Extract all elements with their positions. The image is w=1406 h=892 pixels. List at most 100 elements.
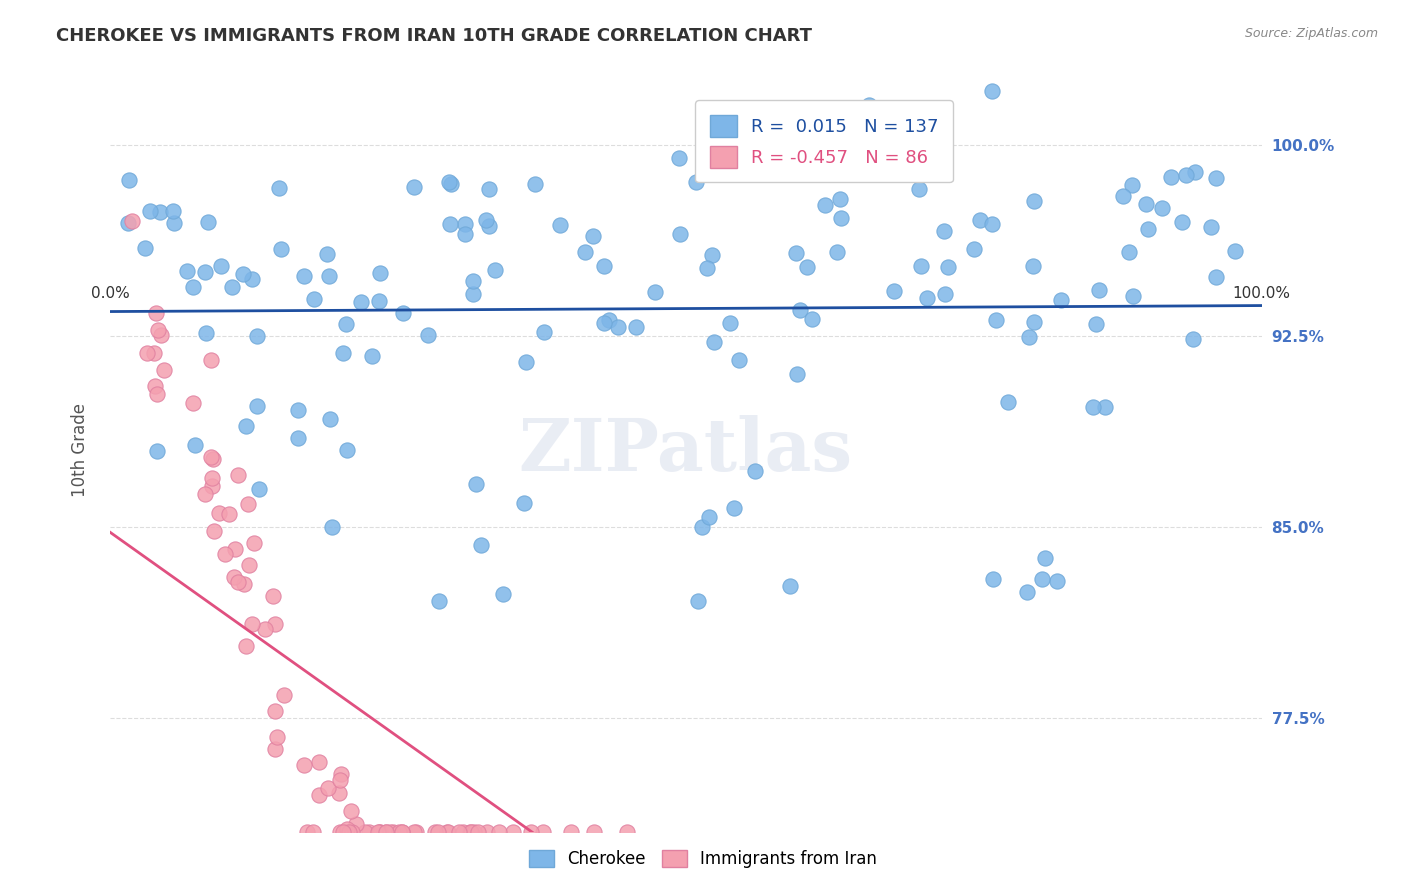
Point (801, 311, 824, 326)
Point (858, 98, 880, 112)
Point (183, 279, 205, 293)
Point (245, 328, 267, 343)
Point (302, 292, 325, 306)
Point (368, 825, 391, 839)
Point (548, 218, 571, 232)
Point (981, 572, 1004, 586)
Text: Source: ZipAtlas.com: Source: ZipAtlas.com (1244, 27, 1378, 40)
Point (391, 825, 413, 839)
Point (374, 825, 396, 839)
Point (502, 825, 524, 839)
Point (332, 825, 354, 839)
Point (416, 327, 439, 342)
Point (460, 825, 482, 839)
Point (328, 786, 350, 800)
Point (202, 452, 225, 467)
Text: ZIPatlas: ZIPatlas (519, 415, 853, 486)
Point (934, 287, 956, 301)
Y-axis label: 10th Grade: 10th Grade (72, 403, 89, 498)
Point (686, 593, 709, 607)
Point (980, 218, 1002, 232)
Point (226, 467, 249, 482)
Point (915, 291, 938, 305)
Point (308, 788, 330, 802)
Point (513, 496, 536, 510)
Point (240, 272, 263, 286)
Point (697, 509, 720, 524)
Point (723, 500, 745, 515)
Point (524, 177, 547, 191)
Point (981, 83, 1004, 97)
Point (367, 825, 389, 839)
Point (388, 825, 411, 839)
Point (321, 520, 343, 534)
Point (149, 328, 172, 343)
Point (1022, 315, 1045, 329)
Point (214, 547, 236, 561)
Point (582, 825, 605, 839)
Point (139, 204, 162, 219)
Point (145, 306, 167, 320)
Point (492, 587, 515, 601)
Point (696, 261, 718, 276)
Point (690, 519, 713, 533)
Point (336, 822, 359, 837)
Point (350, 294, 373, 309)
Point (669, 227, 692, 242)
Point (910, 259, 932, 273)
Point (335, 825, 357, 839)
Point (685, 175, 707, 189)
Point (1094, 401, 1116, 415)
Point (703, 335, 725, 350)
Point (1225, 244, 1247, 259)
Point (253, 622, 276, 636)
Point (315, 247, 337, 261)
Point (814, 198, 837, 212)
Point (232, 577, 254, 591)
Point (423, 825, 446, 839)
Point (593, 316, 616, 330)
Point (134, 241, 156, 255)
Point (194, 487, 217, 501)
Point (1084, 317, 1107, 331)
Point (221, 280, 243, 294)
Point (382, 825, 405, 839)
Point (727, 353, 749, 368)
Point (531, 825, 554, 839)
Legend: R =  0.015   N = 137, R = -0.457   N = 86: R = 0.015 N = 137, R = -0.457 N = 86 (695, 101, 953, 183)
Point (235, 419, 257, 434)
Point (796, 260, 818, 274)
Point (302, 825, 325, 839)
Point (335, 318, 357, 332)
Point (318, 268, 340, 283)
Point (785, 246, 807, 260)
Point (458, 825, 481, 839)
Point (240, 616, 263, 631)
Point (136, 345, 159, 359)
Point (200, 352, 222, 367)
Point (264, 742, 287, 756)
Point (786, 368, 808, 382)
Point (616, 825, 638, 839)
Point (439, 218, 461, 232)
Point (308, 756, 330, 770)
Point (461, 274, 484, 288)
Point (484, 263, 506, 277)
Point (146, 323, 169, 337)
Point (1022, 260, 1045, 274)
Point (582, 229, 605, 244)
Point (488, 825, 510, 839)
Point (1122, 289, 1144, 303)
Point (342, 825, 364, 839)
Point (162, 204, 184, 219)
Point (830, 211, 852, 225)
Point (200, 450, 222, 465)
Point (176, 264, 198, 278)
Point (478, 219, 501, 233)
Point (232, 267, 254, 281)
Point (436, 825, 458, 839)
Point (1160, 169, 1182, 184)
Point (316, 780, 339, 795)
Point (1088, 284, 1111, 298)
Point (607, 320, 630, 334)
